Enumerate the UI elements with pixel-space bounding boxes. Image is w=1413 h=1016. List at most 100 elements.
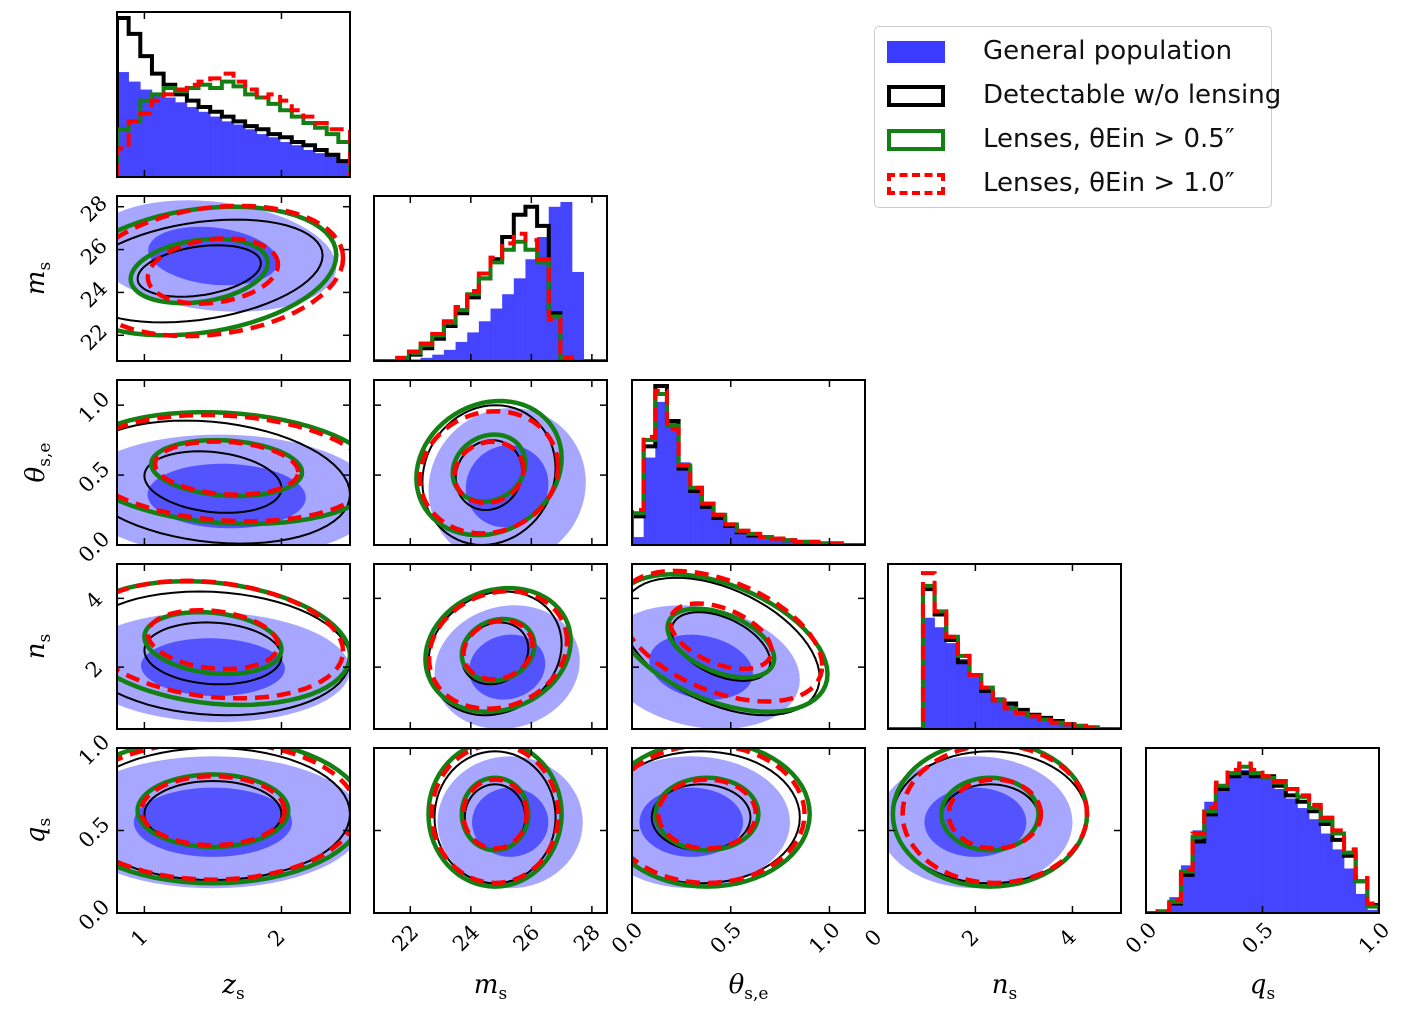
- contour-panel-4-2: [632, 748, 812, 889]
- legend-item-lenses-10: Lenses, θEin > 1.0″: [887, 165, 1267, 201]
- x-tick-label: 1: [126, 925, 152, 951]
- hist-step-line: [117, 71, 350, 177]
- legend-swatch-detectable: [887, 85, 945, 107]
- hist-bar: [513, 278, 526, 361]
- histogram-0: [117, 16, 350, 177]
- hist-bar: [478, 321, 491, 361]
- y-axis-label: ns: [21, 634, 55, 659]
- hist-bar: [1250, 771, 1263, 913]
- hist-bar: [632, 537, 644, 545]
- lens05-contour-outer: [632, 748, 812, 889]
- hist-bar: [537, 236, 550, 361]
- x-tick-label: 0.0: [607, 918, 648, 959]
- lens10-contour-outer: [117, 748, 350, 882]
- hist-bar: [315, 153, 327, 177]
- hist-bar: [1344, 868, 1356, 913]
- hist-bar: [198, 111, 211, 177]
- hist-bar: [256, 134, 269, 177]
- general-contour-inner: [465, 445, 549, 528]
- legend-item-lenses-05: Lenses, θEin > 0.5″: [887, 121, 1267, 157]
- x-tick-label: 2: [263, 925, 289, 951]
- hist-bar: [725, 525, 738, 545]
- detectable-contour-outer: [632, 576, 821, 717]
- hist-bar: [1355, 893, 1368, 913]
- hist-bar: [748, 533, 761, 545]
- hist-bar: [326, 156, 339, 177]
- contour-panel-2-1: [414, 398, 586, 545]
- y-tick-label: 1.0: [74, 730, 115, 771]
- contour-panel-4-3: [888, 748, 1090, 889]
- hist-bar: [1004, 705, 1017, 729]
- hist-bar: [1285, 798, 1298, 913]
- y-tick-label: 28: [76, 191, 112, 227]
- hist-bar: [1062, 724, 1075, 729]
- contour-panel-3-2: [632, 568, 830, 729]
- hist-step-line: [374, 231, 607, 361]
- hist-bar: [946, 643, 959, 729]
- hist-bar: [922, 617, 935, 729]
- legend-swatch-lenses-05: [887, 129, 945, 151]
- hist-bar: [655, 401, 668, 545]
- x-tick-label: 1.0: [1354, 918, 1395, 959]
- lens10-contour-inner: [145, 236, 281, 306]
- hist-bar: [303, 149, 316, 177]
- hist-bar: [1332, 849, 1345, 913]
- y-tick-label: 0.5: [74, 457, 115, 498]
- histogram-3: [888, 571, 1121, 729]
- panel-frame: [116, 379, 351, 546]
- panel-frame: [631, 379, 866, 546]
- lens10-contour-outer: [117, 412, 350, 524]
- contour-panel-3-0: [117, 578, 350, 723]
- panel-frame: [373, 195, 608, 362]
- x-tick-label: 1.0: [804, 918, 845, 959]
- hist-bar: [1215, 785, 1228, 913]
- legend-swatch-lenses-10: [887, 173, 945, 195]
- lens10-contour-inner: [152, 439, 301, 497]
- y-tick-label: 0.0: [74, 895, 115, 936]
- hist-bar: [1180, 865, 1193, 913]
- contour-panel-1-0: [117, 200, 346, 339]
- hist-bar: [713, 516, 726, 545]
- x-axis-label: ms: [474, 970, 507, 1004]
- contour-panel-4-0: [117, 748, 350, 889]
- contour-panel-3-1: [423, 585, 580, 729]
- hist-bar: [117, 72, 129, 177]
- hist-bar: [420, 357, 433, 361]
- hist-bar: [560, 202, 573, 361]
- hist-bar: [1309, 819, 1322, 913]
- x-tick-label: 28: [569, 920, 605, 956]
- panel-frame: [373, 563, 608, 730]
- hist-bar: [490, 308, 503, 361]
- detectable-contour-outer: [117, 590, 350, 717]
- lens05-contour-inner: [142, 609, 284, 677]
- x-tick-label: 24: [448, 920, 484, 956]
- legend-item-detectable: Detectable w/o lensing: [887, 77, 1281, 113]
- lens10-contour-outer: [429, 748, 561, 886]
- detectable-contour-outer: [117, 218, 324, 324]
- hist-bar: [140, 89, 153, 177]
- x-tick-label: 0.5: [1237, 918, 1278, 959]
- y-tick-label: 0.0: [74, 527, 115, 568]
- hist-bar: [678, 462, 691, 545]
- hist-bar: [1262, 779, 1275, 913]
- hist-bar: [1039, 719, 1052, 729]
- hist-bar: [957, 659, 970, 729]
- x-tick-label: 2: [957, 925, 983, 951]
- hist-step-line: [117, 16, 350, 177]
- detectable-contour-inner: [136, 244, 262, 298]
- panel-frame: [116, 563, 351, 730]
- x-axis-label: θs,e: [729, 970, 769, 1004]
- y-axis-label: θs,e: [21, 443, 55, 483]
- hist-bar: [128, 81, 141, 177]
- hist-bar: [992, 697, 1005, 729]
- x-axis-label: ns: [992, 970, 1017, 1004]
- hist-bar: [666, 420, 679, 545]
- x-tick-label: 4: [1054, 925, 1080, 951]
- y-tick-label: 4: [81, 587, 107, 613]
- hist-bar: [467, 332, 480, 361]
- x-axis-label: zs: [221, 970, 244, 1004]
- panel-frame: [631, 563, 866, 730]
- legend-label-lenses-10: Lenses, θEin > 1.0″: [983, 168, 1235, 198]
- hist-bar: [969, 674, 982, 729]
- lens05-contour-outer: [426, 748, 564, 889]
